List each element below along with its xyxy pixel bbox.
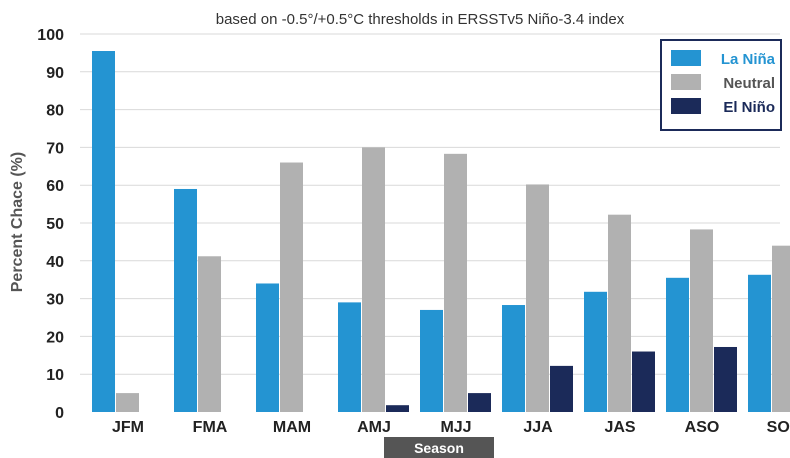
bar-el-ni-o-aso (714, 346, 737, 412)
x-axis-label-background (384, 437, 494, 458)
x-tick-label: SON (767, 419, 790, 436)
bar-neutral-fma (198, 256, 221, 412)
x-tick-label: JFM (112, 419, 144, 436)
y-tick-label: 10 (46, 367, 64, 384)
x-tick-label: JAS (604, 419, 635, 436)
bar-la-ni-a-aso (666, 277, 689, 412)
y-tick-label: 60 (46, 178, 64, 195)
bar-la-ni-a-jfm (92, 51, 115, 412)
bar-neutral-mjj (444, 153, 467, 413)
bar-neutral-aso (690, 229, 713, 412)
y-tick-label: 20 (46, 329, 64, 346)
bars (92, 51, 790, 413)
x-axis-label: Season (414, 440, 464, 456)
x-axis-ticks: JFM FMA MAM AMJ MJJ JJA JAS ASO SON (112, 419, 790, 436)
bar-la-ni-a-fma (174, 188, 197, 412)
bar-neutral-jas (608, 214, 631, 412)
legend-swatch (671, 50, 701, 66)
x-tick-label: FMA (193, 419, 228, 436)
legend: La Niña Neutral El Niño (660, 39, 782, 131)
y-axis-ticks: 0 10 20 30 40 50 60 70 80 90 100 (37, 27, 64, 422)
x-axis-label-group: Season (384, 437, 494, 458)
y-tick-label: 100 (37, 27, 64, 44)
bar-neutral-jfm (116, 393, 139, 412)
x-tick-label: ASO (685, 419, 720, 436)
y-tick-label: 0 (55, 405, 64, 422)
y-tick-label: 90 (46, 65, 64, 82)
bar-el-ni-o-amj (386, 405, 409, 412)
bar-la-ni-a-mjj (420, 309, 443, 412)
y-tick-label: 80 (46, 103, 64, 120)
bar-neutral-amj (362, 147, 385, 412)
y-tick-label: 70 (46, 140, 64, 157)
chart-subtitle: based on -0.5°/+0.5°C thresholds in ERSS… (216, 11, 625, 28)
bar-la-ni-a-amj (338, 302, 361, 412)
legend-label: La Niña (721, 51, 776, 68)
bar-el-ni-o-jja (550, 365, 573, 412)
bar-neutral-mam (280, 162, 303, 412)
bar-el-ni-o-mjj (468, 393, 491, 412)
legend-swatch (671, 98, 701, 114)
y-tick-label: 30 (46, 292, 64, 309)
bar-la-ni-a-jja (502, 305, 525, 412)
bar-el-ni-o-jas (632, 351, 655, 412)
x-tick-label: JJA (523, 419, 553, 436)
legend-label: El Niño (723, 99, 775, 116)
bar-neutral-jja (526, 184, 549, 412)
bar-neutral-son (772, 245, 790, 412)
legend-label: Neutral (723, 75, 775, 92)
bar-la-ni-a-son (748, 274, 771, 412)
legend-swatch (671, 74, 701, 90)
x-tick-label: MAM (273, 419, 311, 436)
bar-la-ni-a-mam (256, 283, 279, 412)
x-tick-label: MJJ (440, 419, 471, 436)
bar-la-ni-a-jas (584, 291, 607, 412)
y-tick-label: 50 (46, 216, 64, 233)
y-tick-label: 40 (46, 254, 64, 271)
x-tick-label: AMJ (357, 419, 391, 436)
y-axis-label: Percent Chace (%) (9, 152, 26, 293)
